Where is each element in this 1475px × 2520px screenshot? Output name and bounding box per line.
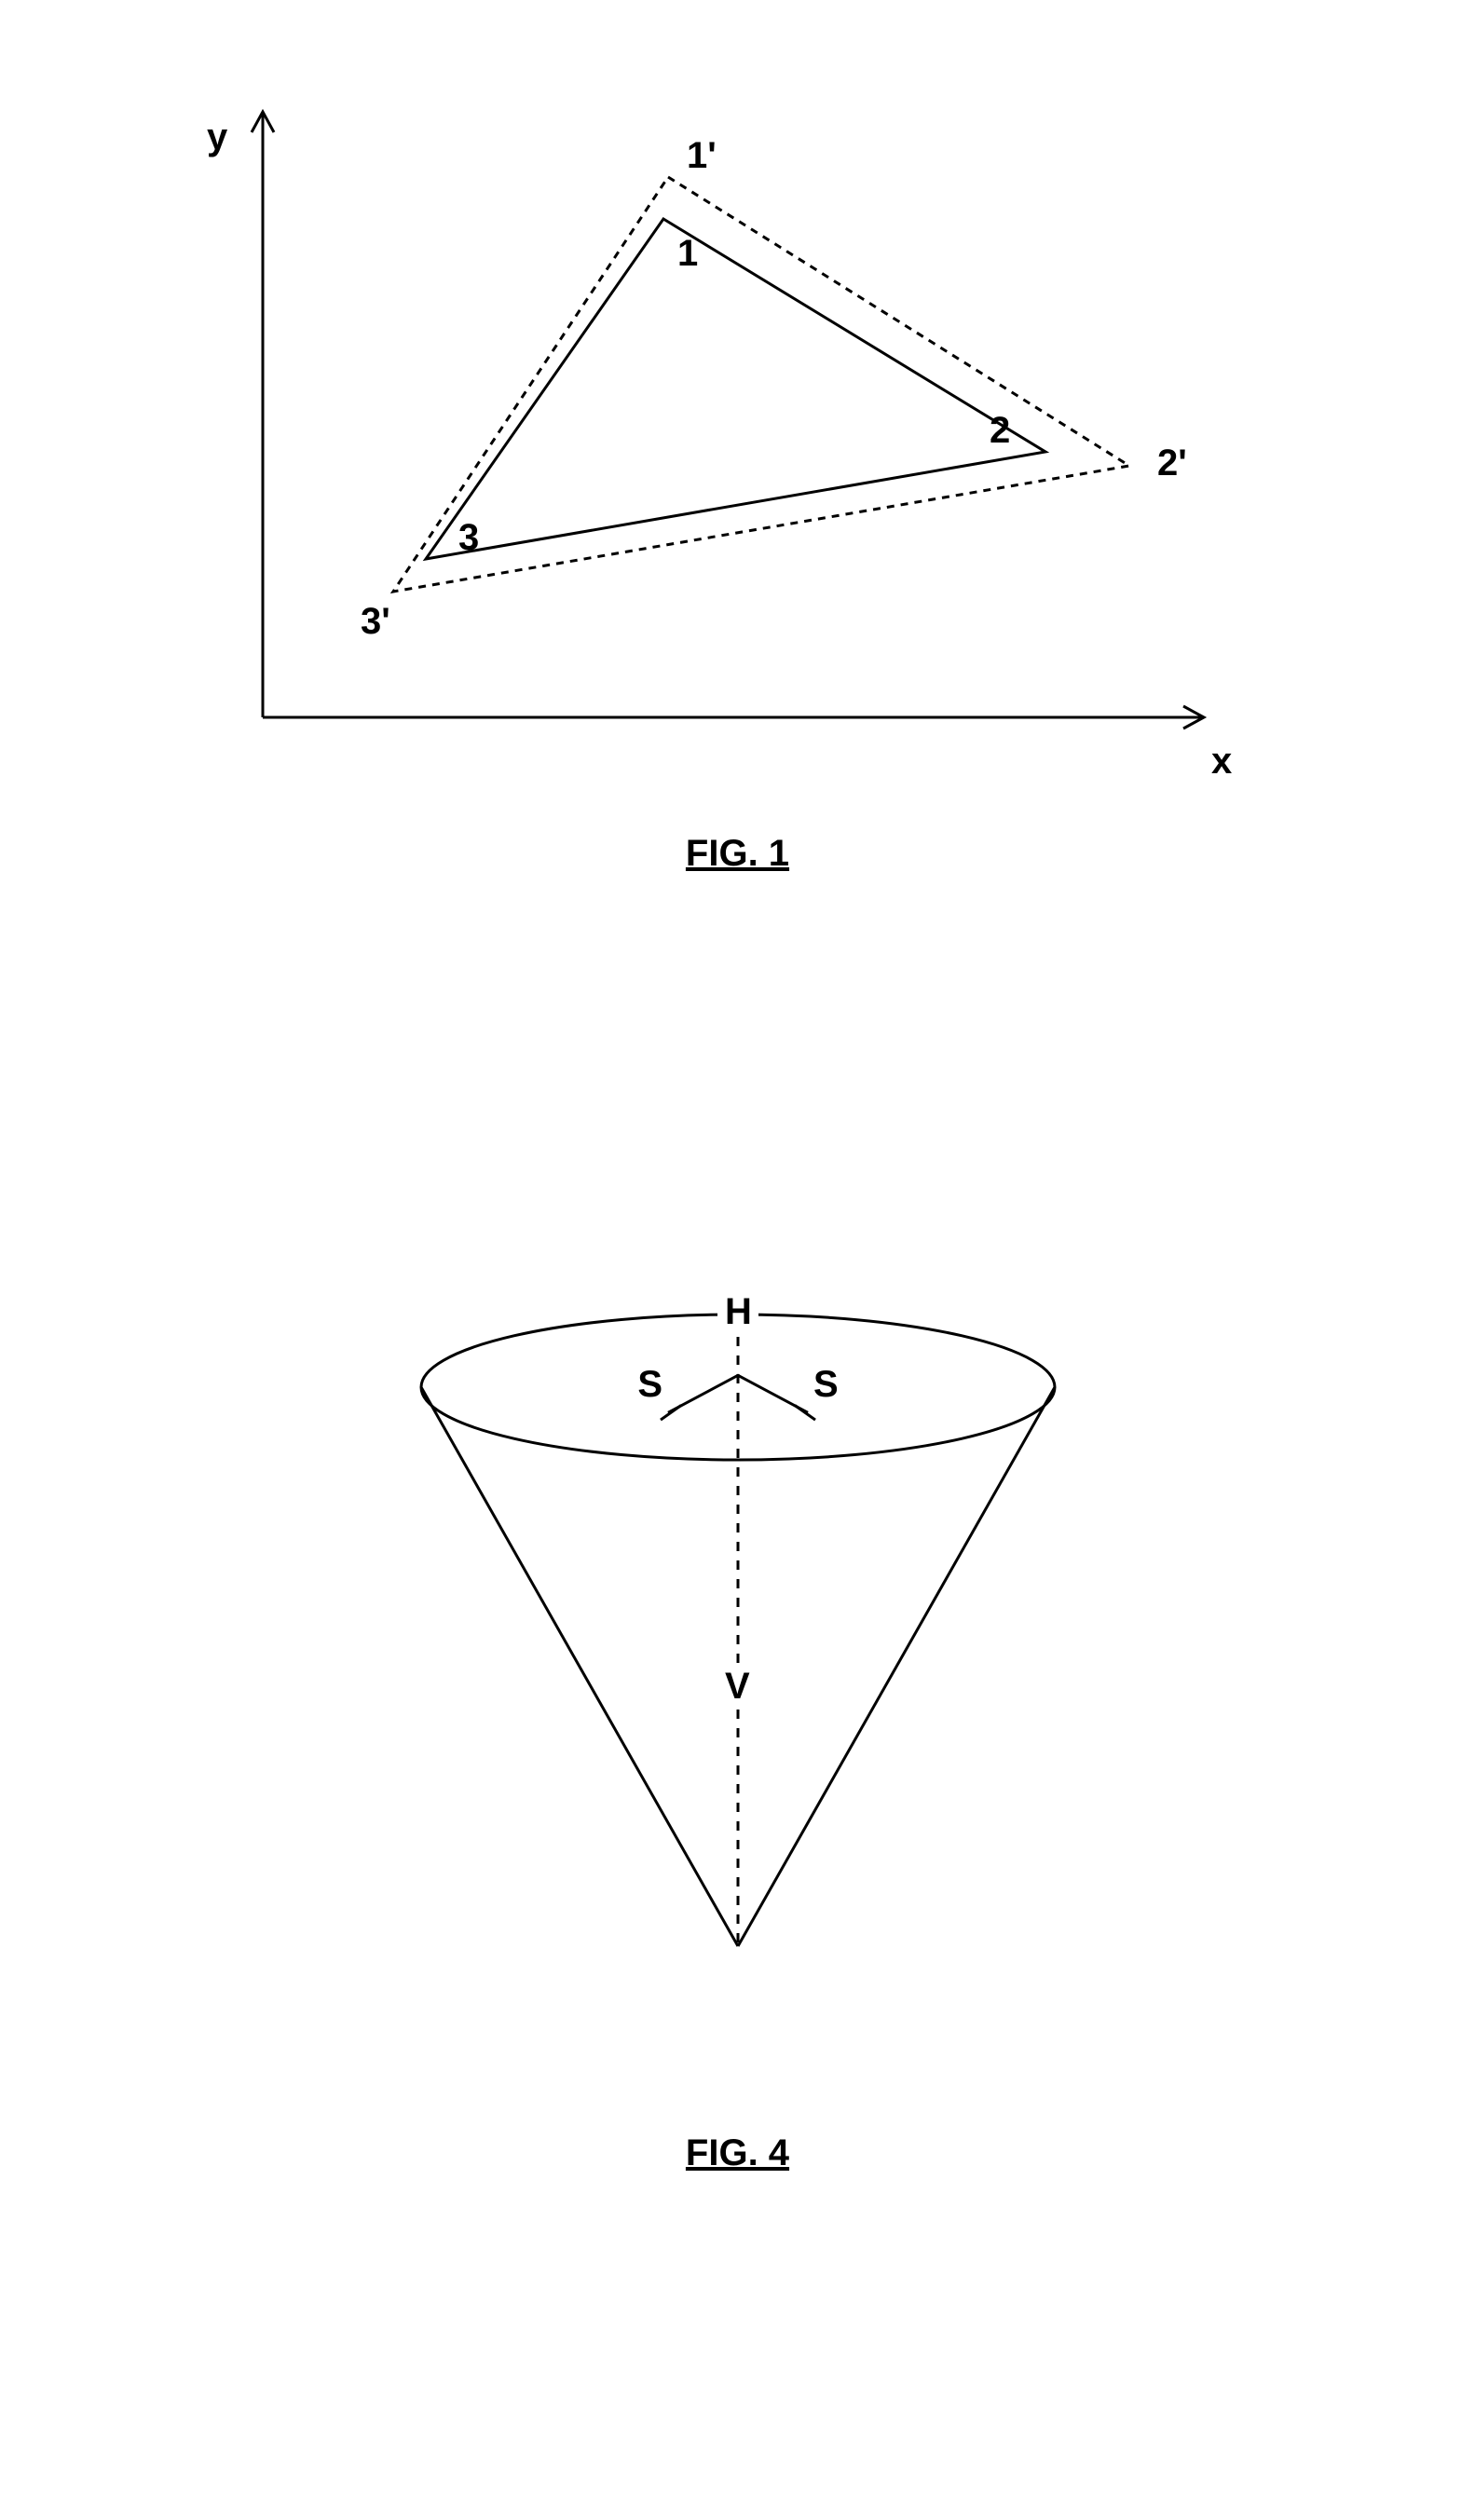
fig1-solid-triangle: [426, 219, 1045, 559]
x-axis-label: x: [1211, 741, 1232, 782]
svg-text:3: 3: [458, 517, 479, 558]
svg-text:2: 2: [990, 410, 1010, 451]
fig1-plot: 1 2 3 1' 2' 3' x y: [179, 75, 1297, 820]
svg-text:S: S: [637, 1364, 662, 1405]
svg-text:1: 1: [677, 233, 698, 274]
y-axis-label: y: [207, 116, 228, 157]
svg-text:2': 2': [1157, 443, 1187, 484]
fig1-point-labels: 1 2 3 1' 2' 3': [361, 135, 1187, 642]
fig4-caption: FIG. 4: [686, 2132, 789, 2174]
svg-text:1': 1': [687, 135, 717, 176]
cone-body: [421, 1314, 1055, 1946]
fig4-cone: H S S V: [319, 1229, 1157, 2067]
svg-text:H: H: [725, 1291, 752, 1332]
fig1-caption: FIG. 1: [686, 833, 789, 875]
fig1-dashed-triangle: [393, 177, 1129, 592]
svg-text:3': 3': [361, 601, 390, 642]
svg-text:V: V: [725, 1666, 750, 1707]
svg-text:S: S: [813, 1364, 839, 1405]
fig1-axes: [252, 112, 1204, 729]
fig4-labels: H S S V: [637, 1290, 838, 1710]
